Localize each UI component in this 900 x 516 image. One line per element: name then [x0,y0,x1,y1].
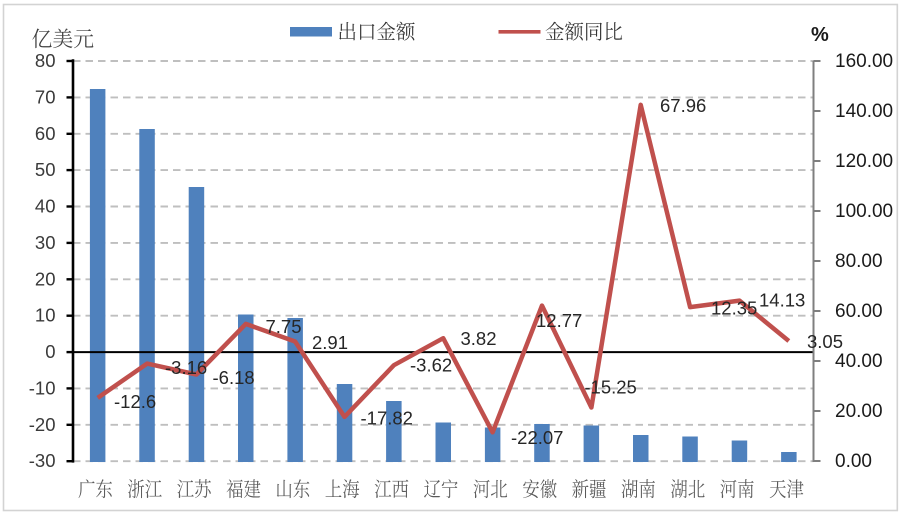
svg-text:40: 40 [35,196,56,217]
svg-text:160.00: 160.00 [835,51,893,72]
svg-text:7.75: 7.75 [266,316,302,337]
svg-text:12.35: 12.35 [711,298,757,319]
svg-text:%: % [811,24,829,46]
svg-text:80: 80 [35,50,56,71]
svg-text:50: 50 [35,159,56,180]
svg-text:14.13: 14.13 [759,290,805,311]
svg-text:-10: -10 [29,377,56,398]
svg-text:-6.18: -6.18 [213,367,255,388]
svg-text:-12.6: -12.6 [114,391,156,412]
svg-text:-20: -20 [29,414,56,435]
svg-text:40.00: 40.00 [835,351,883,372]
svg-text:-3.16: -3.16 [165,357,207,378]
svg-text:10: 10 [35,305,56,326]
svg-text:-30: -30 [29,450,56,471]
svg-text:-17.82: -17.82 [361,408,413,429]
svg-text:70: 70 [35,86,56,107]
svg-text:20: 20 [35,268,56,289]
svg-text:67.96: 67.96 [660,95,706,116]
svg-text:0: 0 [45,341,55,362]
svg-text:12.77: 12.77 [536,310,582,331]
svg-text:20.00: 20.00 [835,401,883,422]
svg-text:120.00: 120.00 [835,151,893,172]
svg-text:3.05: 3.05 [807,331,843,352]
svg-text:60: 60 [35,123,56,144]
svg-text:140.00: 140.00 [835,101,893,122]
svg-text:-15.25: -15.25 [584,377,636,398]
svg-text:30: 30 [35,232,56,253]
svg-text:100.00: 100.00 [835,201,893,222]
svg-text:2.91: 2.91 [312,332,348,353]
svg-text:0.00: 0.00 [835,451,872,472]
svg-text:-22.07: -22.07 [511,427,563,448]
svg-text:3.82: 3.82 [461,328,497,349]
svg-text:80.00: 80.00 [835,251,883,272]
svg-text:-3.62: -3.62 [410,355,452,376]
svg-text:60.00: 60.00 [835,301,883,322]
